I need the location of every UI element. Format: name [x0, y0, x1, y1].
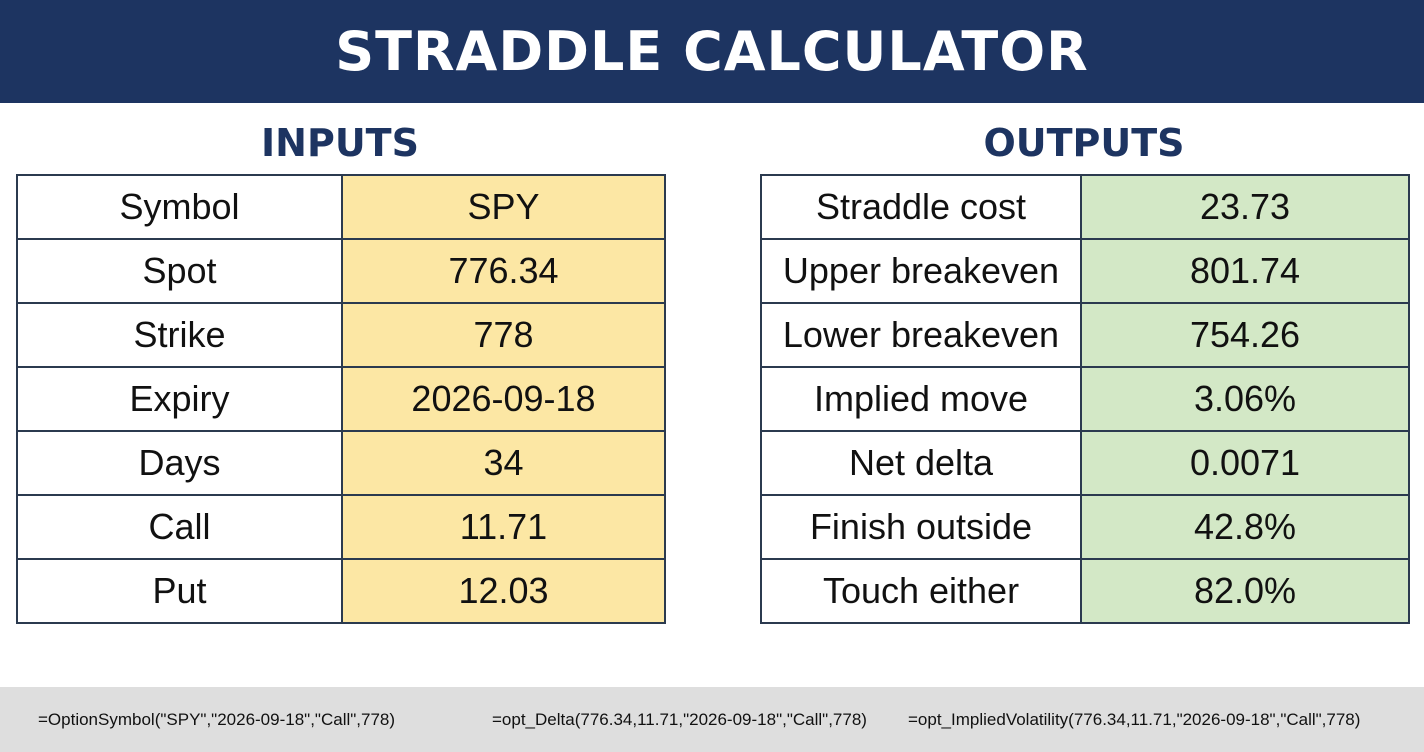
output-label[interactable]: Touch either — [760, 558, 1082, 624]
title-banner: STRADDLE CALCULATOR — [0, 0, 1424, 103]
output-value-cell[interactable]: 23.73 — [1080, 174, 1410, 240]
input-value-cell[interactable]: 11.71 — [341, 494, 666, 560]
output-row-lower-breakeven: Lower breakeven 754.26 — [760, 302, 1410, 368]
output-label[interactable]: Upper breakeven — [760, 238, 1082, 304]
output-label[interactable]: Net delta — [760, 430, 1082, 496]
output-label[interactable]: Lower breakeven — [760, 302, 1082, 368]
input-row-call: Call 11.71 — [16, 494, 666, 560]
output-value-cell[interactable]: 3.06% — [1080, 366, 1410, 432]
input-row-put: Put 12.03 — [16, 558, 666, 624]
input-label[interactable]: Spot — [16, 238, 343, 304]
output-row-net-delta: Net delta 0.0071 — [760, 430, 1410, 496]
input-row-expiry: Expiry 2026-09-18 — [16, 366, 666, 432]
output-row-finish-outside: Finish outside 42.8% — [760, 494, 1410, 560]
formula-bar: =OptionSymbol("SPY","2026-09-18","Call",… — [0, 687, 1424, 752]
formula-opt-delta[interactable]: =opt_Delta(776.34,11.71,"2026-09-18","Ca… — [492, 710, 867, 729]
input-row-symbol: Symbol SPY — [16, 174, 666, 240]
output-row-implied-move: Implied move 3.06% — [760, 366, 1410, 432]
output-value-cell[interactable]: 801.74 — [1080, 238, 1410, 304]
input-row-strike: Strike 778 — [16, 302, 666, 368]
output-row-touch-either: Touch either 82.0% — [760, 558, 1410, 624]
input-value-cell[interactable]: SPY — [341, 174, 666, 240]
page-title: STRADDLE CALCULATOR — [335, 20, 1089, 83]
output-row-straddle-cost: Straddle cost 23.73 — [760, 174, 1410, 240]
input-label[interactable]: Symbol — [16, 174, 343, 240]
input-row-spot: Spot 776.34 — [16, 238, 666, 304]
output-label[interactable]: Straddle cost — [760, 174, 1082, 240]
input-value-cell[interactable]: 778 — [341, 302, 666, 368]
input-label[interactable]: Expiry — [16, 366, 343, 432]
input-value-cell[interactable]: 12.03 — [341, 558, 666, 624]
inputs-heading: INPUTS — [261, 121, 419, 165]
input-label[interactable]: Days — [16, 430, 343, 496]
input-value-cell[interactable]: 34 — [341, 430, 666, 496]
formula-option-symbol[interactable]: =OptionSymbol("SPY","2026-09-18","Call",… — [38, 710, 396, 729]
output-value-cell[interactable]: 42.8% — [1080, 494, 1410, 560]
output-value-cell[interactable]: 82.0% — [1080, 558, 1410, 624]
input-row-days: Days 34 — [16, 430, 666, 496]
input-label[interactable]: Put — [16, 558, 343, 624]
outputs-table: Straddle cost 23.73 Upper breakeven 801.… — [760, 174, 1410, 624]
inputs-table: Symbol SPY Spot 776.34 Strike 778 Expiry… — [16, 174, 666, 624]
output-label[interactable]: Finish outside — [760, 494, 1082, 560]
input-label[interactable]: Call — [16, 494, 343, 560]
output-value-cell[interactable]: 754.26 — [1080, 302, 1410, 368]
outputs-heading: OUTPUTS — [983, 121, 1185, 165]
output-label[interactable]: Implied move — [760, 366, 1082, 432]
formula-opt-implied-volatility[interactable]: =opt_ImpliedVolatility(776.34,11.71,"202… — [908, 710, 1361, 729]
input-value-cell[interactable]: 776.34 — [341, 238, 666, 304]
output-row-upper-breakeven: Upper breakeven 801.74 — [760, 238, 1410, 304]
input-value-cell[interactable]: 2026-09-18 — [341, 366, 666, 432]
output-value-cell[interactable]: 0.0071 — [1080, 430, 1410, 496]
input-label[interactable]: Strike — [16, 302, 343, 368]
